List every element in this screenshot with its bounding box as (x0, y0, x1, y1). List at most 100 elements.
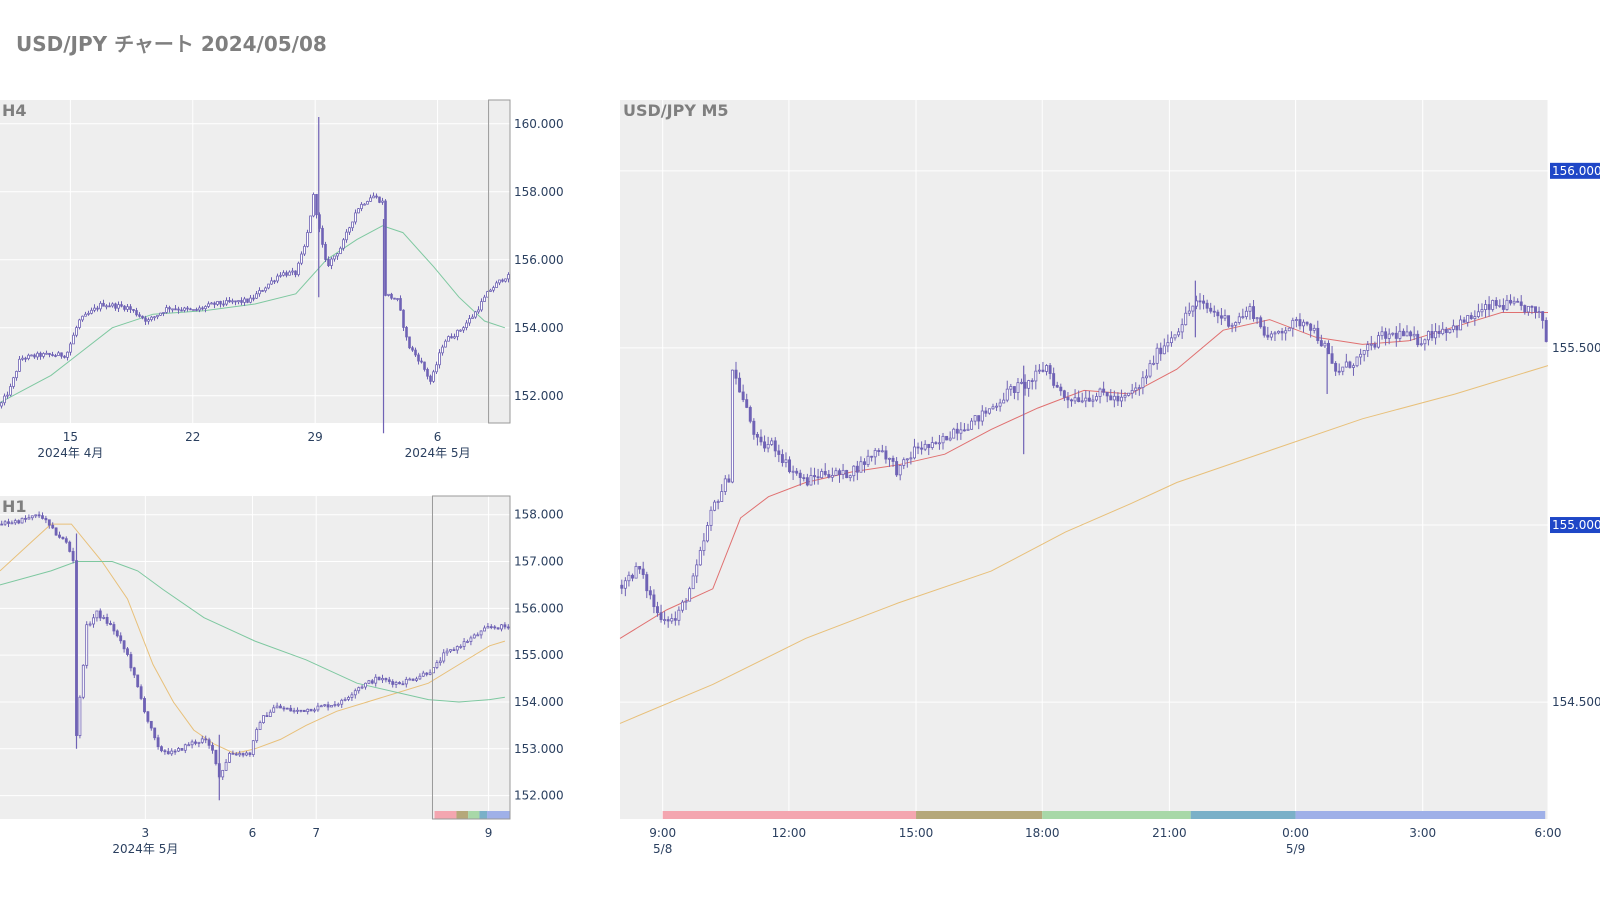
h1-ytick-label: 155.000 (514, 648, 564, 662)
h4-candle-body (339, 247, 342, 255)
m5-candle-body (720, 491, 724, 502)
m5-candle-body (688, 588, 692, 602)
m5-candle-body (1002, 399, 1006, 404)
m5-candle-body (923, 443, 927, 450)
h1-candle-body (153, 727, 157, 739)
h4-candle-body (168, 307, 171, 310)
h1-candle-body (438, 660, 442, 664)
h4-candle-body (228, 300, 231, 303)
h1-ytick-label: 158.000 (514, 508, 564, 522)
m5-candle-body (620, 584, 624, 589)
m5-candle-body (656, 606, 659, 614)
h4-candle-body (348, 227, 351, 233)
m5-candle-body (1294, 319, 1298, 321)
h4-candle-body (366, 201, 369, 205)
h4-xtick-sublabel: 2024年 5月 (405, 446, 471, 460)
m5-candle-body (1398, 330, 1402, 339)
m5-candle-body (1077, 397, 1081, 403)
h1-candle-body (265, 715, 269, 717)
m5-candle-body (1501, 305, 1505, 310)
h1-candle-body (425, 672, 429, 675)
h1-candle-body (472, 634, 476, 639)
m5-candle-body (1177, 331, 1181, 336)
h1-plot-area (0, 496, 510, 819)
h1-candle-body (136, 674, 140, 688)
h1-candle-body (415, 678, 418, 681)
h4-candle-body (144, 317, 147, 322)
h4-candle-body (39, 352, 42, 357)
h4-candle-body (411, 347, 414, 351)
m5-candle-body (1401, 330, 1405, 337)
h4-candle-body (222, 303, 225, 306)
m5-candle-body (770, 440, 774, 445)
h1-candle-body (476, 634, 480, 637)
h1-candle-body (160, 746, 163, 752)
h1-candle-body (336, 703, 340, 706)
h1-candle-body (262, 715, 265, 724)
m5-candle-body (838, 470, 841, 475)
h4-candle-body (213, 302, 216, 305)
m5-candle-body (1066, 397, 1070, 401)
h1-candle-body (13, 520, 17, 524)
h1-candle-body (245, 752, 248, 756)
h4-candle-body (111, 303, 114, 307)
h1-candle-body (51, 524, 55, 529)
h1-candle-body (360, 686, 364, 689)
m5-candle-body (1423, 339, 1427, 345)
m5-candle-body (1055, 384, 1059, 388)
h1-candle-body (387, 679, 391, 682)
m5-candle-body (966, 428, 970, 431)
h1-ytick-label: 153.000 (514, 742, 564, 756)
h1-candle-body (268, 711, 272, 717)
m5-candle-body (1534, 306, 1537, 313)
m5-candle-body (1362, 350, 1366, 355)
m5-candle-body (1259, 317, 1263, 328)
h4-candle-body (345, 231, 348, 241)
m5-xtick-label: 6:00 (1535, 826, 1562, 840)
m5-candle-body (1130, 390, 1134, 394)
h4-candle-body (153, 316, 156, 319)
h4-candle-body (378, 196, 381, 203)
m5-candle-body (1516, 300, 1520, 303)
m5-candle-body (1073, 397, 1077, 402)
m5-candle-body (766, 444, 770, 449)
h1-candle-body (92, 617, 95, 625)
m5-session-segment (1042, 811, 1191, 819)
m5-candle-body (987, 408, 991, 414)
h4-candle-body (90, 309, 93, 314)
m5-candle-body (1280, 330, 1284, 334)
m5-candle-body (623, 580, 627, 589)
h4-candle-body (108, 305, 111, 308)
h4-candle-body (246, 298, 249, 303)
h1-candle-body (394, 682, 398, 685)
h4-candle-body (48, 352, 51, 355)
m5-candle-body (1080, 400, 1084, 403)
h1-candle-body (109, 623, 112, 625)
h4-candle-body (414, 349, 417, 356)
m5-candle-body (866, 455, 870, 465)
h1-candle-body (228, 752, 231, 763)
h4-candle-body (192, 309, 195, 311)
m5-candle-body (788, 459, 792, 473)
h1-candle-body (71, 551, 75, 562)
h4-candle-body (291, 270, 294, 273)
h4-candle-body (270, 280, 273, 285)
m5-candle-body (1244, 310, 1248, 318)
h4-candle-body (237, 300, 240, 303)
h1-candle-body (313, 709, 316, 712)
m5-candle-body (1030, 380, 1034, 382)
h4-candle-body (99, 302, 102, 310)
h1-candle-body (411, 678, 415, 681)
m5-candle-body (1441, 328, 1445, 335)
h1-candle-body (449, 649, 452, 652)
m5-candle-body (1005, 388, 1009, 401)
m5-candle-body (1152, 362, 1156, 365)
h1-candle-body (95, 610, 99, 619)
m5-candle-body (1426, 331, 1430, 341)
h4-candle-body (150, 316, 153, 321)
h4-candle-body (480, 301, 483, 311)
h1-candle-body (506, 626, 510, 629)
m5-candle-body (1505, 299, 1509, 310)
m5-candle-body (1012, 386, 1016, 393)
m5-candle-body (1087, 397, 1091, 402)
